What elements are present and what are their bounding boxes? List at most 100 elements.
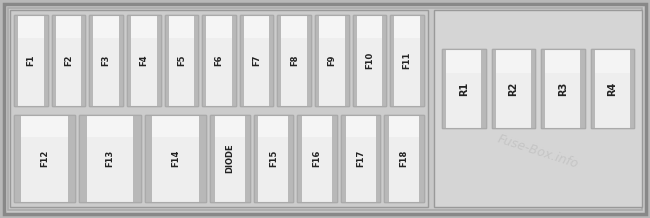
- Bar: [315, 15, 349, 106]
- Bar: [56, 15, 81, 106]
- Bar: [297, 115, 337, 202]
- Bar: [14, 115, 21, 202]
- Bar: [545, 49, 580, 128]
- Text: F5: F5: [177, 54, 186, 66]
- Bar: [384, 115, 424, 202]
- Bar: [131, 15, 157, 106]
- Bar: [10, 10, 428, 207]
- Text: F7: F7: [252, 55, 261, 66]
- Bar: [168, 15, 194, 106]
- Bar: [297, 115, 302, 202]
- Text: F17: F17: [356, 150, 365, 167]
- Bar: [376, 115, 380, 202]
- Text: R4: R4: [607, 82, 618, 96]
- Bar: [307, 15, 311, 106]
- Bar: [127, 15, 131, 106]
- Bar: [580, 49, 584, 128]
- Text: F14: F14: [171, 150, 180, 167]
- Bar: [357, 15, 382, 106]
- Bar: [164, 15, 168, 106]
- Bar: [357, 15, 382, 38]
- Bar: [353, 15, 386, 106]
- Bar: [269, 15, 274, 106]
- Bar: [145, 115, 206, 202]
- Bar: [332, 115, 337, 202]
- Bar: [281, 15, 307, 106]
- Bar: [56, 15, 81, 38]
- Bar: [254, 115, 293, 202]
- Bar: [214, 115, 245, 202]
- Bar: [259, 115, 289, 202]
- Bar: [89, 15, 123, 106]
- Bar: [319, 15, 344, 106]
- Bar: [79, 115, 140, 202]
- Bar: [202, 15, 236, 106]
- Bar: [389, 115, 419, 202]
- Text: F4: F4: [139, 54, 148, 66]
- Bar: [420, 15, 424, 106]
- Bar: [259, 115, 289, 137]
- Bar: [145, 115, 152, 202]
- Bar: [194, 15, 198, 106]
- Bar: [206, 15, 232, 38]
- Bar: [89, 15, 94, 106]
- Bar: [442, 49, 486, 128]
- Bar: [278, 15, 311, 106]
- Bar: [302, 115, 332, 137]
- Bar: [94, 15, 119, 38]
- Bar: [94, 15, 119, 106]
- Bar: [68, 115, 75, 202]
- Bar: [491, 49, 535, 128]
- Bar: [630, 49, 634, 128]
- Bar: [442, 49, 447, 128]
- Text: F8: F8: [290, 55, 299, 66]
- Bar: [496, 49, 530, 128]
- Bar: [51, 15, 85, 106]
- Text: R1: R1: [459, 82, 469, 96]
- Bar: [346, 115, 376, 202]
- Bar: [590, 49, 634, 128]
- Text: F1: F1: [26, 54, 35, 66]
- Bar: [595, 49, 630, 73]
- Bar: [481, 49, 486, 128]
- Bar: [14, 15, 18, 106]
- Bar: [395, 15, 420, 38]
- Bar: [541, 49, 545, 128]
- Bar: [395, 15, 420, 106]
- Bar: [152, 115, 199, 202]
- Bar: [81, 15, 85, 106]
- Bar: [541, 49, 584, 128]
- Bar: [86, 115, 133, 137]
- Bar: [346, 115, 376, 137]
- Bar: [145, 115, 206, 202]
- Bar: [232, 15, 236, 106]
- Text: DIODE: DIODE: [226, 144, 235, 174]
- Bar: [389, 115, 419, 137]
- Bar: [240, 15, 244, 106]
- Bar: [14, 15, 47, 106]
- Text: F9: F9: [328, 55, 337, 66]
- Bar: [210, 115, 250, 202]
- Bar: [157, 15, 161, 106]
- Bar: [382, 15, 386, 106]
- Bar: [89, 15, 123, 106]
- Bar: [14, 15, 47, 106]
- Bar: [244, 15, 269, 106]
- Bar: [530, 49, 535, 128]
- Bar: [210, 115, 250, 202]
- Bar: [384, 115, 389, 202]
- Bar: [79, 115, 140, 202]
- Bar: [18, 15, 44, 106]
- Bar: [590, 49, 595, 128]
- Bar: [302, 115, 332, 202]
- Bar: [278, 15, 311, 106]
- Text: F12: F12: [40, 150, 49, 167]
- Text: Fuse-Box.info: Fuse-Box.info: [496, 133, 580, 171]
- Bar: [18, 15, 44, 38]
- Bar: [315, 15, 319, 106]
- Bar: [442, 49, 486, 128]
- Bar: [152, 115, 199, 137]
- Bar: [353, 15, 357, 106]
- Bar: [133, 115, 140, 202]
- Bar: [210, 115, 215, 202]
